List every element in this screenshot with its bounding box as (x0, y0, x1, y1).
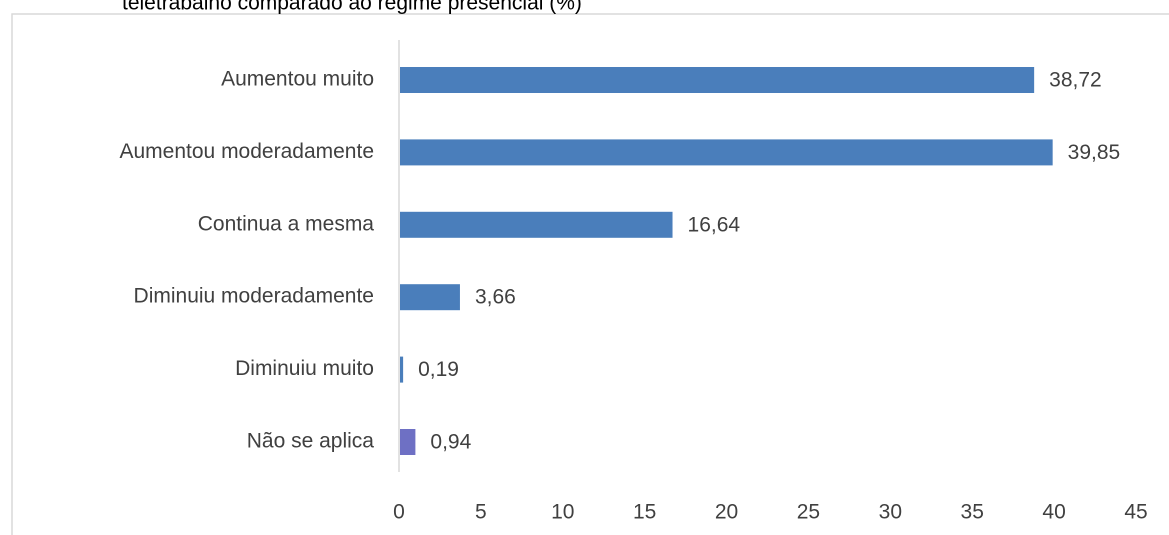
x-tick-label: 10 (551, 501, 574, 524)
x-tick-label: 25 (797, 501, 820, 524)
bar (400, 139, 1053, 166)
y-tick-label: Aumentou moderadamente (120, 140, 375, 163)
bar (400, 356, 404, 383)
x-tick-label: 15 (633, 501, 656, 524)
x-tick-label: 0 (393, 501, 405, 524)
bar (400, 284, 460, 311)
chart-title: teletrabalho comparado ao regime presenc… (122, 0, 582, 15)
value-label: 0,19 (418, 358, 459, 381)
value-label: 0,94 (430, 431, 471, 454)
value-label: 39,85 (1068, 141, 1121, 164)
bar (400, 211, 673, 238)
bar (400, 429, 416, 455)
value-label: 3,66 (475, 286, 516, 309)
x-tick-label: 35 (961, 501, 984, 524)
y-tick-label: Continua a mesma (198, 212, 375, 235)
y-tick-label: Não se aplica (247, 430, 375, 453)
value-label: 38,72 (1049, 69, 1102, 92)
x-tick-label: 40 (1042, 501, 1065, 524)
bar (400, 67, 1035, 93)
y-tick-label: Diminuiu muito (235, 357, 374, 380)
y-tick-label: Aumentou muito (221, 68, 374, 91)
x-tick-label: 30 (879, 501, 902, 524)
chart-frame (11, 13, 1169, 535)
value-label: 16,64 (688, 213, 741, 236)
y-tick-label: Diminuiu moderadamente (134, 285, 374, 308)
x-tick-label: 20 (715, 501, 738, 524)
x-tick-label: 5 (475, 501, 487, 524)
x-tick-label: 45 (1124, 501, 1147, 524)
